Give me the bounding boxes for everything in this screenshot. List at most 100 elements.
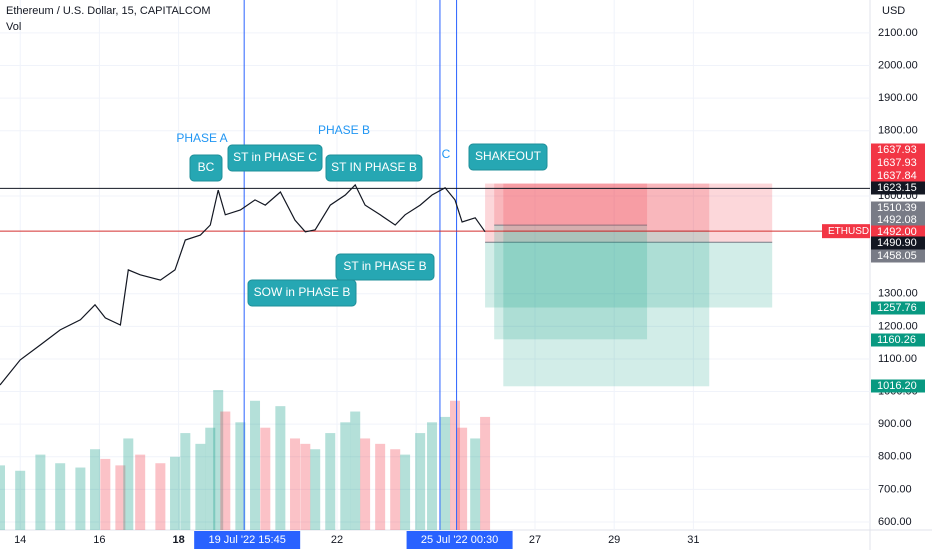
volume-bar [135,454,146,530]
annotation-text: PHASE B [318,123,370,137]
price-label: 1510.39 [877,202,917,214]
y-tick-label: 2100.00 [878,27,918,39]
price-label: 1160.26 [877,334,916,346]
annotation-box [189,154,223,182]
volume-bar [300,443,311,530]
price-label-bg [871,213,925,227]
volume-bar [340,422,351,530]
cursor-label-bg [406,531,513,549]
annotation-text: SHAKEOUT [475,149,542,163]
price-label: 1492.08 [877,214,917,226]
volume-bar [35,454,46,530]
volume-bar [470,438,481,530]
annotation-text: ST in PHASE B [343,259,426,273]
cursor-label: 19 Jul '22 15:45 [209,534,286,546]
volume-bar [75,467,86,530]
price-label: 1492.00 [877,226,917,238]
volume-bar [449,400,460,530]
volume-bar [205,427,216,530]
annotation-box [247,279,357,307]
price-label: 1637.84 [877,170,917,182]
annotation-text: C [442,147,451,161]
y-tick-label: 1100.00 [878,353,917,365]
volume-bar [15,470,26,530]
volume-bar [170,456,181,530]
volume-bar [480,416,491,530]
x-tick-label: 16 [93,534,105,546]
x-tick-label: 22 [331,534,343,546]
target-zone [503,231,710,387]
price-line [0,183,486,386]
price-label-bg [871,225,925,239]
volume-bar [457,427,468,530]
stop-zone [494,183,648,226]
annotation-text: PHASE A [176,131,227,145]
symbol-label-bg [822,224,870,239]
target-zone [485,242,773,308]
x-tick-label: 14 [14,534,26,546]
y-axis-label: USD [882,5,905,17]
price-label: 1257.76 [877,302,917,314]
price-label: 1623.15 [877,182,917,194]
volume-bar [100,458,111,530]
volume-bar [220,411,231,530]
price-label: 1016.20 [877,380,917,392]
annotation-text: ST in PHASE C [233,150,317,164]
volume-bar [400,454,411,530]
y-tick-label: 1300.00 [878,288,918,300]
annotation-box [468,143,548,171]
price-label: 1637.93 [877,144,917,156]
volume-bar [123,438,134,530]
price-label-bg [871,143,925,157]
annotation-text: SOW in PHASE B [254,285,351,299]
volume-bar [195,443,206,530]
price-label-bg [871,236,925,250]
volume-bar [415,433,426,530]
price-label-bg [871,301,925,315]
y-tick-label: 900.00 [878,418,912,430]
price-label-bg [871,156,925,170]
price-label-bg [871,169,925,183]
y-tick-label: 800.00 [878,451,912,463]
stop-zone [485,183,773,243]
price-label: 1637.93 [877,157,917,169]
volume-bar [213,390,224,530]
volume-bar [180,433,191,530]
x-tick-label: 18 [172,534,184,546]
cursor-label: 25 Jul '22 00:30 [421,534,498,546]
price-label: 1458.05 [877,250,917,262]
annotation-box [325,154,423,182]
volume-bar [390,449,401,530]
price-label-bg [871,181,925,195]
volume-bar [55,463,66,530]
y-tick-label: 2000.00 [878,59,918,71]
volume-bar [310,449,321,530]
price-label-bg [871,201,925,215]
y-tick-label: 1800.00 [878,125,918,137]
volume-bar [250,400,261,530]
volume-bar [235,422,246,530]
volume-bar [260,427,271,530]
x-tick-label: 31 [687,534,699,546]
annotation-text: ST IN PHASE B [331,160,417,174]
y-tick-label: 700.00 [878,483,912,495]
volume-bar [440,416,451,530]
volume-bar [115,465,126,530]
price-label: 1490.90 [877,237,917,249]
chart-title: Ethereum / U.S. Dollar, 15, CAPITALCOM [6,5,211,17]
annotation-text: BC [198,160,215,174]
y-tick-label: 1900.00 [878,92,918,104]
target-zone [494,225,648,340]
symbol-label: ETHUSD [828,226,869,237]
annotation-box [335,253,435,281]
y-tick-label: 600.00 [878,516,912,528]
volume-bar [427,422,438,530]
price-label-bg [871,379,925,393]
subtitle: Vol [6,21,21,33]
annotation-box [227,144,323,172]
x-tick-label: 29 [608,534,620,546]
volume-bar [325,433,336,530]
x-tick-label: 27 [529,534,541,546]
y-tick-label: 1200.00 [878,320,918,332]
